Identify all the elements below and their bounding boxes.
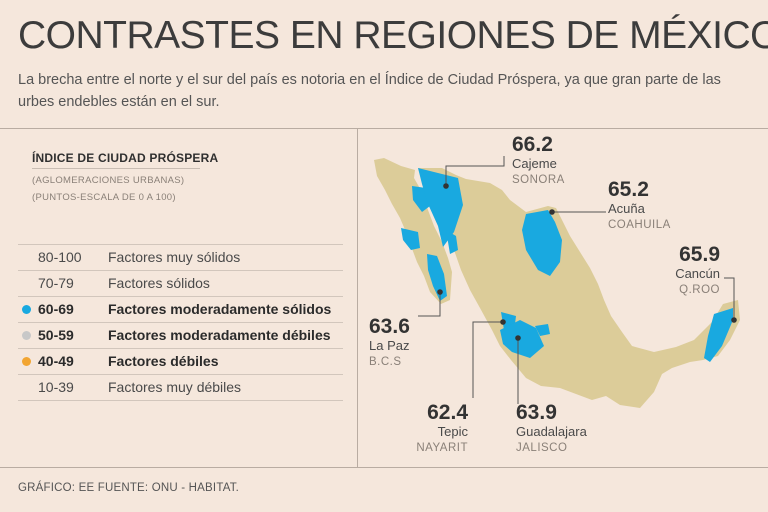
- legend-dot-orange: [22, 357, 31, 366]
- callout-city: Tepic: [437, 424, 468, 439]
- legend-label: Factores débiles: [108, 353, 219, 369]
- legend: 80-100 Factores muy sólidos 70-79 Factor…: [18, 244, 343, 401]
- callout-cajeme: 66.2 Cajeme SONORA: [512, 134, 565, 188]
- callout-value: 63.9: [516, 401, 557, 424]
- legend-label: Factores muy sólidos: [108, 249, 241, 265]
- quintana-roo-blue-region: [704, 308, 733, 362]
- legend-row: 40-49 Factores débiles: [18, 349, 343, 375]
- tepic-leader: [472, 321, 503, 398]
- callout-state: SONORA: [512, 174, 565, 186]
- callout-guadalajara: 63.9 Guadalajara JALISCO: [516, 402, 587, 456]
- legend-row: 60-69 Factores moderadamente sólidos: [18, 297, 343, 323]
- page-title: CONTRASTES EN REGIONES DE MÉXICO: [18, 14, 768, 57]
- bcs-blue-region: [427, 254, 447, 301]
- legend-dot-gray: [22, 331, 31, 340]
- legend-dot-blue: [22, 305, 31, 314]
- callout-state: JALISCO: [516, 442, 568, 454]
- legend-row: 50-59 Factores moderadamente débiles: [18, 323, 343, 349]
- legend-range: 80-100: [38, 249, 82, 265]
- callout-city: Acuña: [608, 201, 645, 216]
- legend-label: Factores moderadamente débiles: [108, 327, 331, 343]
- callout-state: COAHUILA: [608, 219, 671, 231]
- index-subtitle-2: (PUNTOS-ESCALA DE 0 A 100): [32, 192, 176, 203]
- callout-city: Cancún: [675, 266, 720, 281]
- lapaz-marker: [437, 289, 443, 295]
- legend-label: Factores moderadamente sólidos: [108, 301, 332, 317]
- lapaz-leader: [418, 292, 441, 317]
- legend-row: 10-39 Factores muy débiles: [18, 375, 343, 401]
- callout-city: Guadalajara: [516, 424, 587, 439]
- baja-blue-region: [401, 228, 420, 250]
- callout-value: 65.9: [679, 243, 720, 266]
- jalisco-blue-region: [535, 324, 550, 336]
- callout-tepic: 62.4 Tepic NAYARIT: [406, 402, 468, 456]
- callout-cancun: 65.9 Cancún Q.ROO: [640, 244, 720, 298]
- callout-value: 62.4: [427, 401, 468, 424]
- index-underline: [32, 168, 200, 169]
- legend-label: Factores muy débiles: [108, 379, 242, 395]
- coahuila-blue-region: [522, 210, 562, 276]
- legend-range: 60-69: [38, 301, 74, 317]
- callout-state: B.C.S: [369, 356, 402, 368]
- legend-range: 70-79: [38, 275, 74, 291]
- bottom-divider: [0, 467, 768, 468]
- sonora-blue-region: [418, 168, 463, 247]
- legend-label: Factores sólidos: [108, 275, 210, 291]
- callout-state: NAYARIT: [416, 442, 468, 454]
- callout-city: La Paz: [369, 338, 410, 353]
- mainland-shape: [418, 168, 740, 408]
- callout-city: Cajeme: [512, 156, 557, 171]
- index-title: ÍNDICE DE CIUDAD PRÓSPERA: [32, 151, 219, 165]
- cancun-marker: [731, 317, 737, 323]
- jalisco-blue-region: [500, 320, 544, 358]
- callout-acuna: 65.2 Acuña COAHUILA: [608, 179, 671, 233]
- page-subtitle: La brecha entre el norte y el sur del pa…: [18, 72, 721, 110]
- cancun-leader: [724, 277, 735, 320]
- tepic-marker: [500, 319, 506, 325]
- callout-value: 66.2: [512, 133, 553, 156]
- legend-range: 10-39: [38, 379, 74, 395]
- callout-value: 65.2: [608, 178, 649, 201]
- callout-value: 63.6: [369, 315, 410, 338]
- legend-row: 80-100 Factores muy sólidos: [18, 244, 343, 271]
- acuna-marker: [549, 209, 555, 215]
- footer-credit: GRÁFICO: EE FUENTE: ONU - HABITAT.: [18, 482, 240, 494]
- callout-state: Q.ROO: [679, 284, 720, 296]
- guadalajara-marker: [515, 335, 521, 341]
- panel-divider: [357, 128, 358, 467]
- callout-lapaz: 63.6 La Paz B.C.S: [369, 316, 410, 370]
- sinaloa-blue-region: [446, 230, 458, 254]
- top-divider: [0, 128, 768, 129]
- legend-row: 70-79 Factores sólidos: [18, 271, 343, 297]
- cajeme-leader: [445, 156, 505, 186]
- cajeme-marker: [443, 183, 449, 189]
- index-subtitle-1: (AGLOMERACIONES URBANAS): [32, 175, 185, 186]
- legend-range: 50-59: [38, 327, 74, 343]
- legend-range: 40-49: [38, 353, 74, 369]
